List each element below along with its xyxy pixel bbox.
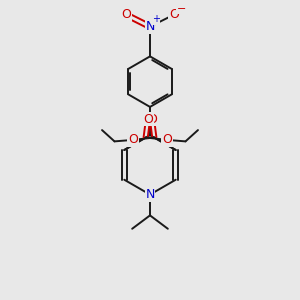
Text: O: O bbox=[169, 8, 179, 21]
Text: −: − bbox=[176, 4, 186, 14]
Text: N: N bbox=[145, 20, 155, 33]
Text: N: N bbox=[145, 188, 155, 201]
Text: O: O bbox=[162, 134, 172, 146]
Text: O: O bbox=[143, 112, 153, 126]
Text: +: + bbox=[152, 14, 160, 24]
Text: O: O bbox=[121, 8, 131, 21]
Text: O: O bbox=[147, 112, 157, 126]
Text: O: O bbox=[128, 134, 138, 146]
